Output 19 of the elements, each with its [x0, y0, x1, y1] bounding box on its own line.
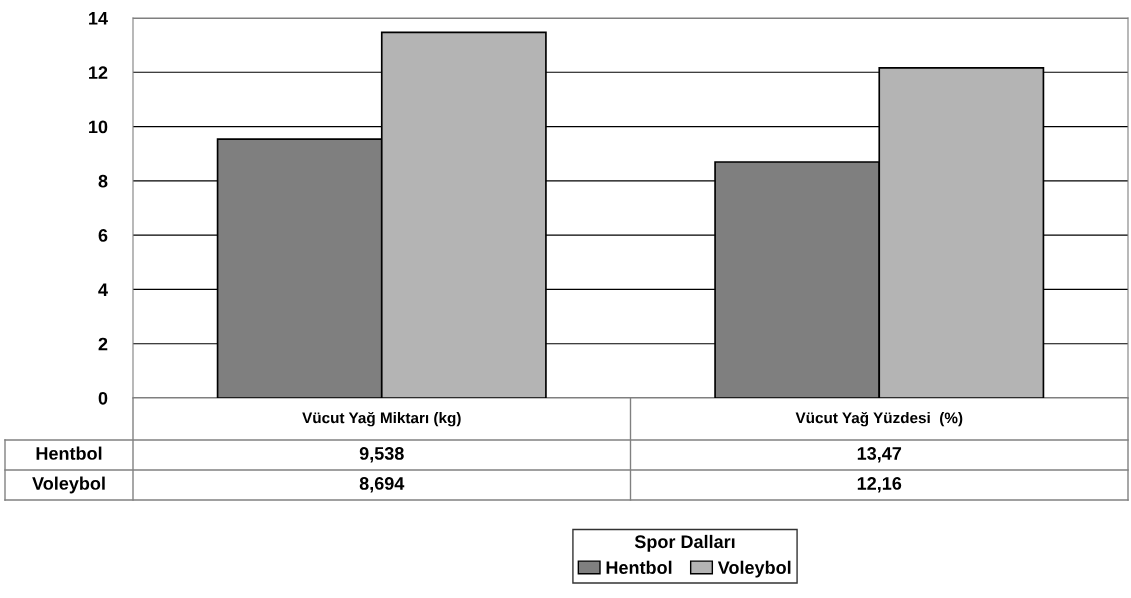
y-tick-label: 2: [98, 337, 108, 351]
y-tick-label: 8: [98, 174, 108, 188]
text: 12,16: [857, 477, 902, 493]
y-tick-label: 10: [89, 120, 108, 134]
text: 13,47: [857, 447, 902, 463]
x-tick-label: Vücut Yağ Yüzdesi (%): [795, 411, 963, 427]
legend-label: Voleybol: [717, 560, 791, 578]
x-tick-label: Vücut Yağ Miktarı (kg): [302, 411, 461, 427]
y-tick-label: 0: [98, 391, 108, 405]
text: 8,694: [359, 477, 405, 493]
text: 9,538: [359, 447, 404, 463]
legend-title: Spor Dalları: [634, 534, 735, 552]
y-tick-label: 12: [89, 66, 108, 79]
text: Voleybol: [32, 476, 105, 494]
y-tick-label: 14: [89, 12, 108, 25]
y-tick-label: 6: [98, 229, 108, 242]
text: Hentbol: [36, 446, 102, 460]
y-tick-label: 4: [98, 283, 108, 296]
legend-label: Hentbol: [606, 560, 672, 574]
